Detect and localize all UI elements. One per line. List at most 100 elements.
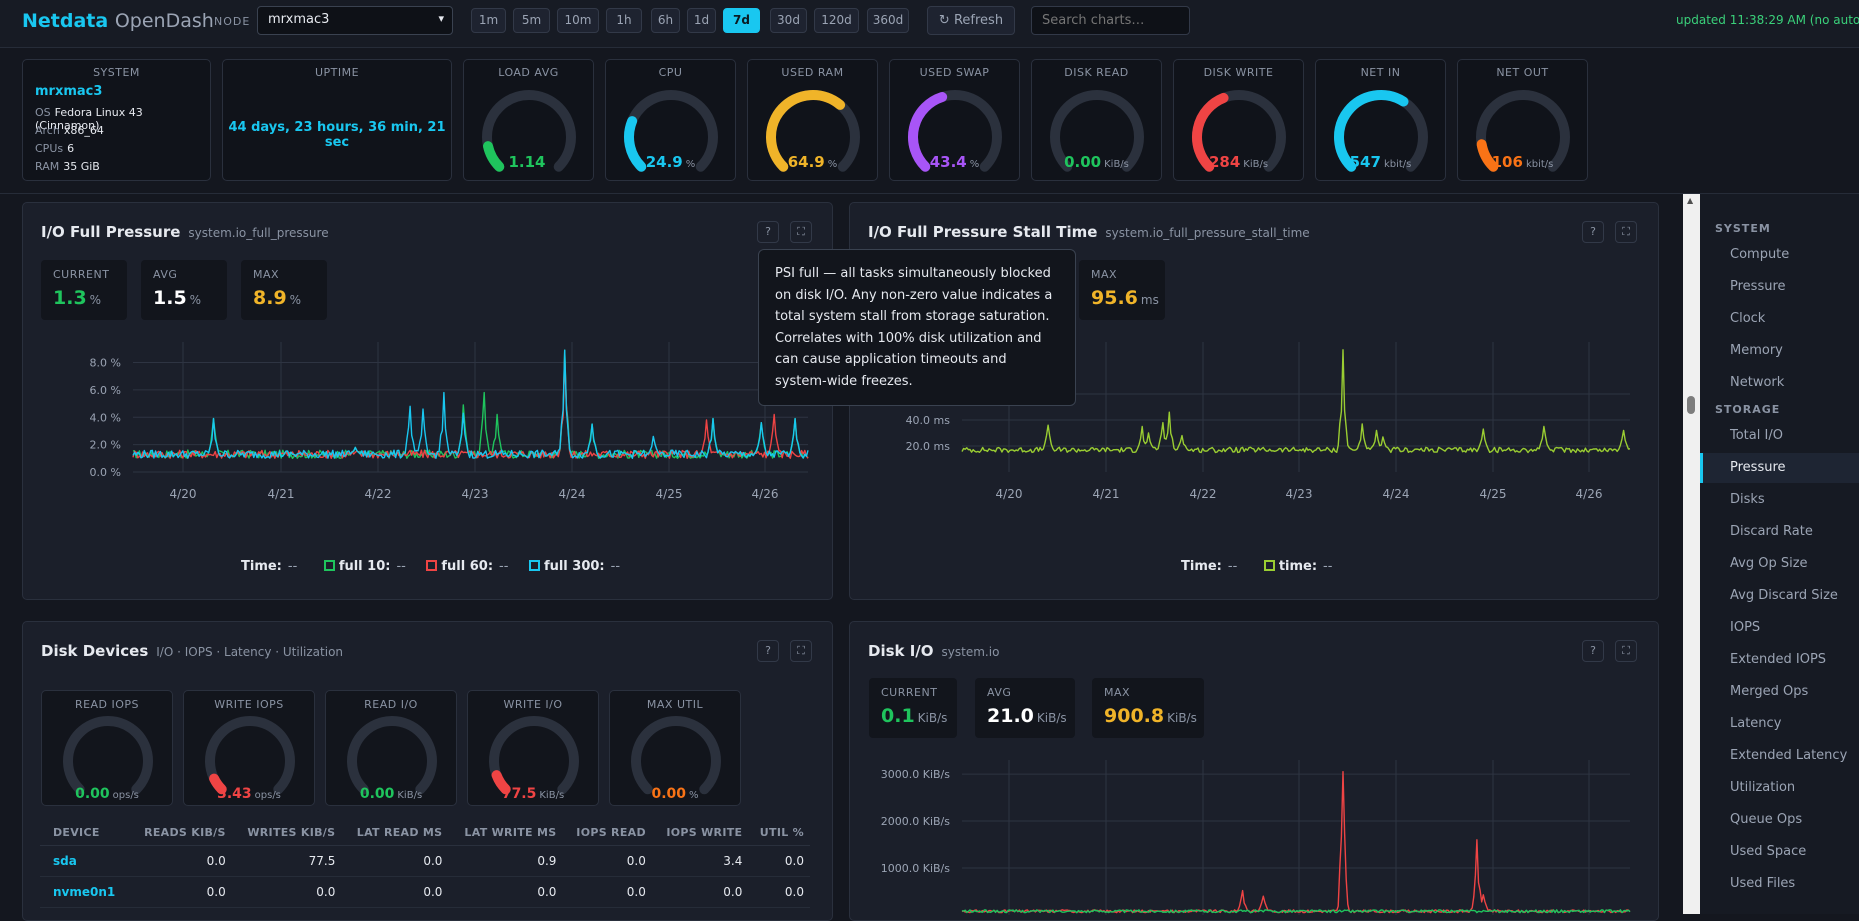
help-icon[interactable]: ?: [1582, 221, 1604, 243]
gauge-arc: [205, 716, 295, 795]
sidebar-item-extended-iops[interactable]: Extended IOPS: [1730, 652, 1827, 667]
panel-title: Disk Devices I/O · IOPS · Latency · Utili…: [41, 642, 344, 660]
sidebar-item-discard-rate[interactable]: Discard Rate: [1730, 524, 1813, 539]
sidebar-item-used-space[interactable]: Used Space: [1730, 844, 1807, 859]
sidebar-section-storage: STORAGE: [1715, 403, 1781, 416]
panel-subtitle: system.io_full_pressure: [188, 226, 329, 240]
sidebar-item-total-i-o[interactable]: Total I/O: [1730, 428, 1783, 443]
sidebar-item-avg-discard-size[interactable]: Avg Discard Size: [1730, 588, 1838, 603]
table-cell: 0.0: [748, 876, 810, 908]
gauge-fill: [624, 116, 647, 172]
scroll-up-icon[interactable]: ▲: [1687, 196, 1694, 205]
gauge-arc: [489, 716, 579, 795]
table-row[interactable]: sda 0.0 77.5 0.0 0.9 0.0 3.4 0.0: [40, 845, 810, 877]
page-scrollbar[interactable]: ▲: [1683, 194, 1700, 914]
series-line-full-10: [132, 349, 809, 459]
brand-logo[interactable]: Netdata OpenDash: [22, 10, 214, 32]
expand-icon[interactable]: ⛶: [1615, 640, 1637, 662]
range-button-120d[interactable]: 120d: [814, 8, 859, 33]
sidebar-item-queue-ops[interactable]: Queue Ops: [1730, 812, 1803, 827]
table-header-row: DEVICE READS KIB/S WRITES KIB/S LAT READ MS…: [40, 820, 810, 846]
sidebar-item-disks[interactable]: Disks: [1730, 492, 1765, 507]
range-button-6h[interactable]: 6h: [651, 8, 680, 33]
sidebar-item-utilization[interactable]: Utilization: [1730, 780, 1796, 795]
table-cell: 0.0: [129, 876, 232, 908]
gauge-arc: [1192, 90, 1286, 172]
sidebar-nav: SYSTEM Compute Pressure Clock Memory Network S…: [1700, 194, 1859, 914]
table-header-cell[interactable]: UTIL %: [748, 820, 810, 846]
series-line-write: [961, 771, 1631, 914]
help-icon[interactable]: ?: [1582, 640, 1604, 662]
range-button-1d[interactable]: 1d: [687, 8, 716, 33]
system-cpus: CPUs 6: [35, 142, 75, 155]
gauge-value: 0.00%: [651, 786, 699, 802]
table-header-cell[interactable]: READS KIB/S: [129, 820, 232, 846]
gauge-value: 77.5 KiB/s: [501, 786, 565, 802]
sidebar-item-compute[interactable]: Compute: [1730, 247, 1790, 262]
panel-title: Disk I/O system.io: [868, 642, 1000, 660]
device-name-link[interactable]: nvme0n1: [40, 876, 130, 908]
x-tick-label: 4/25: [1480, 487, 1507, 501]
legend-swatch-time: [1263, 560, 1275, 571]
table-header-cell[interactable]: LAT READ MS: [341, 820, 449, 846]
sidebar-item-iops[interactable]: IOPS: [1730, 620, 1761, 635]
x-tick-label: 4/21: [268, 487, 295, 501]
help-icon[interactable]: ?: [757, 640, 779, 662]
y-tick-label: 1000.0 KiB/s: [881, 862, 951, 875]
system-hostname: mrxmac3: [35, 84, 103, 99]
gauge-fill: [766, 90, 846, 172]
range-button-7d[interactable]: 7d: [723, 8, 760, 33]
legend-swatch-full10: [323, 560, 335, 571]
gauge-value: 547 kbit/s: [1349, 153, 1412, 171]
sidebar-item-pressure[interactable]: Pressure: [1730, 279, 1786, 294]
sidebar-item-pressure[interactable]: Pressure: [1700, 453, 1859, 483]
sidebar-item-extended-latency[interactable]: Extended Latency: [1730, 748, 1848, 763]
table-header-cell[interactable]: IOPS WRITE: [651, 820, 749, 846]
range-button-1h[interactable]: 1h: [606, 8, 642, 33]
table-header-cell[interactable]: IOPS READ: [562, 820, 652, 846]
gauge-card-load-avg: LOAD AVG 1.14: [463, 59, 594, 181]
search-input[interactable]: [1031, 6, 1190, 35]
gauge-fill: [209, 773, 227, 795]
table-header-cell[interactable]: DEVICE: [40, 820, 130, 846]
gauge-track: [347, 716, 437, 795]
range-button-360d[interactable]: 360d: [867, 8, 909, 33]
stat-max: MAX 95.6 ms: [1079, 260, 1165, 320]
device-name-link[interactable]: sda: [40, 845, 130, 877]
gauge-track: [482, 90, 576, 172]
device-gauge-write-i-o: WRITE I/O 77.5 KiB/s: [467, 690, 599, 806]
io-pressure-panel: I/O Full Pressure system.io_full_pressure…: [22, 202, 833, 600]
chart-legend: Time: -- time: --: [1181, 559, 1333, 574]
table-cell: 77.5: [231, 845, 342, 877]
range-button-5m[interactable]: 5m: [513, 8, 550, 33]
sidebar-item-merged-ops[interactable]: Merged Ops: [1730, 684, 1809, 699]
scrollbar-thumb[interactable]: [1687, 396, 1695, 414]
refresh-button[interactable]: ↻ Refresh: [927, 6, 1015, 35]
sidebar-item-clock[interactable]: Clock: [1730, 311, 1766, 326]
sidebar-item-network[interactable]: Network: [1730, 375, 1785, 390]
gauge-fill: [491, 770, 511, 795]
expand-icon[interactable]: ⛶: [1615, 221, 1637, 243]
node-select[interactable]: mrxmac3 ▾: [257, 6, 453, 35]
gauge-fill: [1192, 92, 1229, 172]
io-pressure-chart[interactable]: 0.0 % 2.0 % 4.0 % 6.0 % 8.0 % 4/20 4/21 4/22 4/2…: [23, 333, 832, 543]
expand-icon[interactable]: ⛶: [790, 221, 812, 243]
help-icon[interactable]: ?: [757, 221, 779, 243]
gauge-title: USED SWAP: [919, 66, 990, 79]
sidebar-item-latency[interactable]: Latency: [1730, 716, 1782, 731]
sidebar-item-memory[interactable]: Memory: [1730, 343, 1783, 358]
disk-io-chart[interactable]: 1000.0 KiB/s 2000.0 KiB/s 3000.0 KiB/s: [850, 752, 1658, 917]
sidebar-item-avg-op-size[interactable]: Avg Op Size: [1730, 556, 1808, 571]
table-row[interactable]: nvme0n1 0.0 0.0 0.0 0.0 0.0 0.0 0.0: [40, 876, 810, 908]
stat-max: MAX 900.8 KiB/s: [1092, 678, 1204, 738]
device-gauge-write-iops: WRITE IOPS 3.43 ops/s: [183, 690, 315, 806]
table-header-cell[interactable]: WRITES KIB/S: [231, 820, 342, 846]
system-ram: RAM 35 GiB: [35, 160, 100, 173]
stat-current: CURRENT 1.3%: [41, 260, 127, 320]
range-button-10m[interactable]: 10m: [557, 8, 599, 33]
sidebar-item-used-files[interactable]: Used Files: [1730, 876, 1796, 891]
range-button-1m[interactable]: 1m: [471, 8, 506, 33]
range-button-30d[interactable]: 30d: [770, 8, 807, 33]
table-header-cell[interactable]: LAT WRITE MS: [448, 820, 563, 846]
expand-icon[interactable]: ⛶: [790, 640, 812, 662]
